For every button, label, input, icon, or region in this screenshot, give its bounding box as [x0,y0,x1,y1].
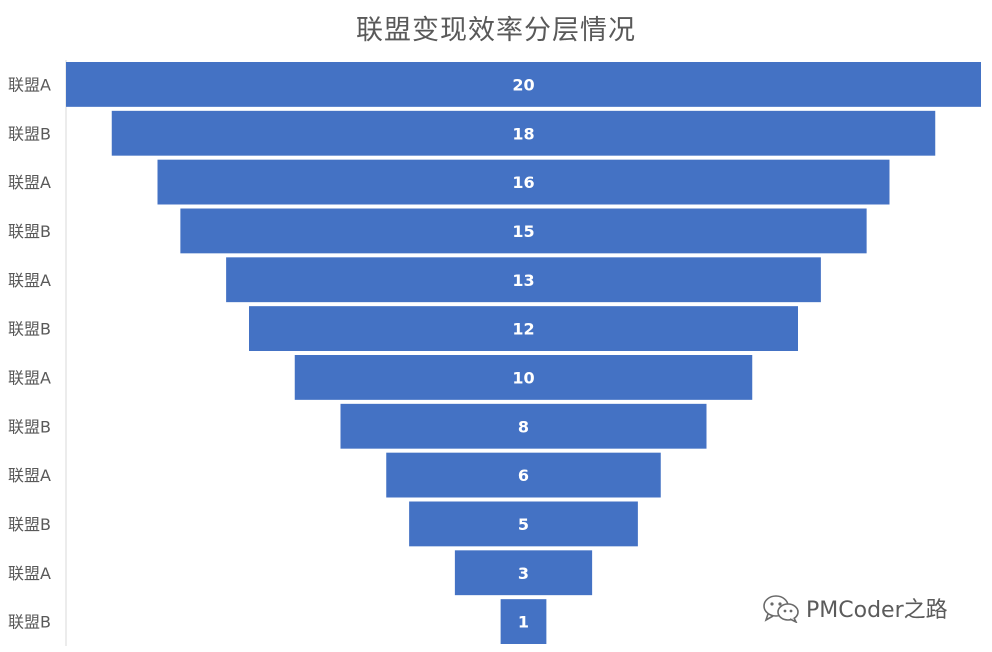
funnel-bar [249,306,798,351]
category-tick-label: 联盟A [8,75,51,94]
data-label: 10 [512,368,534,387]
data-label: 8 [518,417,529,436]
data-label: 20 [512,75,534,94]
category-tick-label: 联盟B [8,222,51,241]
data-label: 6 [518,466,529,485]
funnel-bar [111,110,936,156]
category-tick-label: 联盟B [8,613,51,632]
category-tick-label: 联盟B [8,124,51,143]
funnel-bar [409,501,638,547]
chart-title: 联盟变现效率分层情况 [356,15,636,46]
category-tick-label: 联盟A [8,271,51,290]
funnel-bar [180,208,867,254]
category-tick-label: 联盟B [8,320,51,339]
funnel-bar [454,550,593,596]
watermark: PMCoder之路 [762,592,948,624]
category-tick-label: 联盟B [8,515,51,534]
data-label: 16 [512,173,534,192]
funnel-bar [157,159,890,205]
category-tick-label: 联盟A [8,173,51,192]
data-label: 5 [518,515,529,534]
data-label: 3 [518,564,529,583]
data-label: 18 [512,124,534,143]
funnel-bar [340,403,707,449]
category-tick-label: 联盟A [8,368,51,387]
funnel-bar [386,452,661,498]
data-label: 12 [512,320,534,339]
funnel-bar [500,599,547,644]
category-tick-label: 联盟A [8,466,51,485]
wechat-icon [763,595,799,623]
data-label: 13 [512,271,534,290]
category-tick-label: 联盟A [8,564,51,583]
watermark-text: PMCoder之路 [806,598,948,623]
funnel-bar [294,355,753,400]
funnel-bar [66,62,981,107]
funnel-bar [226,257,821,303]
data-label: 1 [518,613,529,632]
data-label: 15 [512,222,534,241]
category-tick-label: 联盟B [8,417,51,436]
